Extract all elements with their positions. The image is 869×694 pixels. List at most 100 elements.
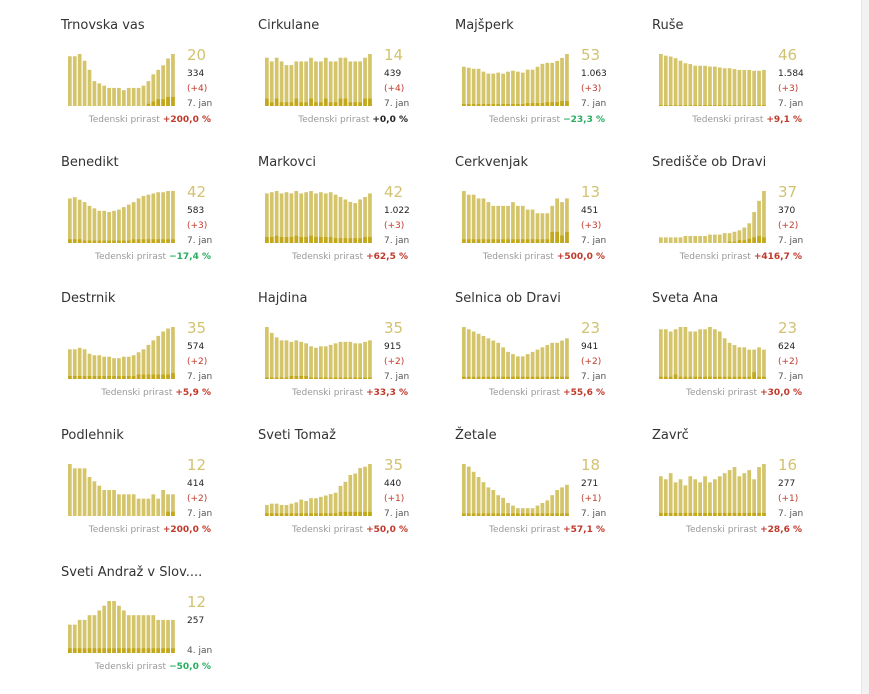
bar <box>752 349 756 379</box>
bar <box>703 329 707 379</box>
bar <box>82 619 87 653</box>
bar <box>742 227 747 243</box>
bar <box>289 503 294 516</box>
bar <box>131 355 136 379</box>
bar-recent <box>171 648 175 653</box>
bar <box>535 66 540 106</box>
bar-recent <box>525 103 530 106</box>
municipality-card: Žetale 18 271 (+1) 7. jan Tedenski prirast +57… <box>455 428 615 548</box>
bar-recent <box>757 376 761 379</box>
bar <box>323 495 328 516</box>
bar <box>304 192 308 243</box>
bar-chart <box>659 327 766 379</box>
bar <box>269 503 274 516</box>
bar-recent <box>717 376 722 379</box>
bar-recent <box>703 376 707 379</box>
bar <box>122 356 126 379</box>
bar <box>82 349 87 379</box>
bar-recent <box>673 105 678 106</box>
bar <box>112 490 116 516</box>
bar <box>462 191 466 243</box>
bar <box>717 476 722 516</box>
daily-delta: (+3) <box>384 221 405 231</box>
bar <box>727 342 732 379</box>
bar <box>762 464 766 516</box>
bar <box>166 619 170 653</box>
bar <box>97 610 102 653</box>
bar <box>68 198 72 243</box>
bar <box>343 341 348 379</box>
bar <box>525 209 530 243</box>
bar-recent <box>708 105 712 106</box>
bar-recent <box>713 105 717 106</box>
bar <box>703 476 707 516</box>
bar <box>530 351 535 379</box>
bar <box>348 201 353 243</box>
daily-delta: (+1) <box>581 494 602 504</box>
bar-recent <box>462 513 466 516</box>
bar <box>727 233 732 243</box>
bar <box>141 85 146 106</box>
bar-recent <box>136 648 141 653</box>
bar <box>693 479 698 516</box>
bar-recent <box>545 376 550 379</box>
bar-recent <box>82 648 87 653</box>
bar-recent <box>491 239 496 243</box>
scrollbar-track[interactable] <box>861 0 869 694</box>
bar <box>279 193 284 243</box>
active-cases-value: 12 <box>187 593 207 611</box>
weekly-growth: Tedenski prirast +0,0 % <box>298 115 408 125</box>
bar-recent <box>717 512 722 516</box>
bar <box>506 71 510 106</box>
bar <box>560 340 564 379</box>
bar-recent <box>757 512 761 516</box>
bar <box>151 615 156 653</box>
bar <box>343 481 348 516</box>
update-date: 7. jan <box>581 236 607 246</box>
municipality-card: Benedikt 42 583 (+3) 7. jan Tedenski prirast −… <box>61 155 221 275</box>
bar-recent <box>668 105 673 106</box>
bar <box>737 476 742 516</box>
bar <box>117 494 121 516</box>
bar <box>126 356 131 379</box>
bar <box>87 205 92 243</box>
municipality-card: Zavrč 16 277 (+1) 7. jan Tedenski prirast +28,… <box>652 428 812 548</box>
bar <box>668 56 673 106</box>
bar <box>560 487 564 516</box>
bar <box>496 72 501 106</box>
bar <box>732 231 737 243</box>
bar-recent <box>481 376 486 379</box>
municipality-title: Podlehnik <box>61 428 124 443</box>
weekly-growth-label: Tedenski prirast <box>686 388 758 398</box>
active-cases-value: 18 <box>581 456 601 474</box>
bar-recent <box>722 512 727 516</box>
bar-recent <box>92 648 97 653</box>
bar <box>136 87 141 106</box>
bar <box>363 466 367 516</box>
bar <box>757 467 761 516</box>
municipality-card: Hajdina 35 915 (+2) 7. jan Tedenski prirast +3… <box>258 291 418 411</box>
bar <box>722 338 727 379</box>
bar <box>747 69 752 106</box>
bar-chart <box>462 54 569 106</box>
bar <box>693 65 698 106</box>
bar-recent <box>363 511 367 516</box>
bar-recent <box>265 236 269 243</box>
bar <box>131 615 136 653</box>
bar <box>555 490 559 516</box>
bar <box>717 234 722 243</box>
bar <box>97 355 102 379</box>
daily-delta: (+4) <box>187 84 208 94</box>
bar-recent <box>708 512 712 516</box>
bar-recent <box>353 238 358 243</box>
weekly-growth-label: Tedenski prirast <box>292 525 364 535</box>
bar-recent <box>742 512 747 516</box>
bar <box>166 191 170 243</box>
bar <box>663 329 668 379</box>
bar <box>486 338 491 379</box>
bar <box>161 331 165 379</box>
bar <box>323 57 328 106</box>
bar <box>471 471 476 516</box>
bar <box>535 349 540 379</box>
bar-recent <box>358 377 362 379</box>
